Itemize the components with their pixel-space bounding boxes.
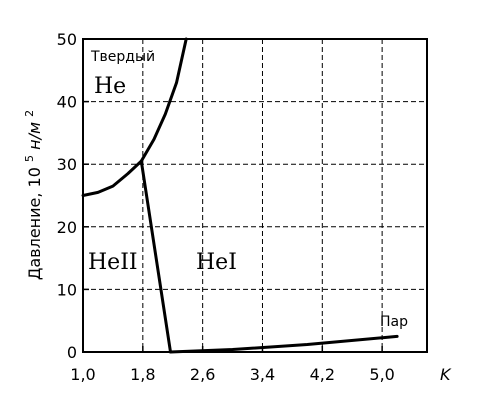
- x-axis-ticks: 1,0 1,8 2,6 3,4 4,2 5,0: [70, 346, 395, 384]
- x-tick-label: 2,6: [190, 365, 215, 384]
- y-tick-label: 40: [57, 93, 77, 112]
- region-label-vapor: Пар: [380, 314, 408, 330]
- region-label-solid-line1: Твердый: [90, 49, 155, 65]
- y-axis-title-exp: 5: [23, 155, 36, 162]
- region-label-he2: HeII: [88, 250, 138, 275]
- region-label-he1: HeI: [196, 250, 237, 275]
- y-axis-title-unit-exp: 2: [23, 110, 36, 117]
- x-axis-title: K: [440, 365, 452, 384]
- curve-vapor: [169, 334, 399, 354]
- y-axis-ticks: 0 10 20 30 40 50: [57, 30, 89, 362]
- grid-lines: [83, 39, 427, 352]
- y-tick-label: 0: [67, 343, 77, 362]
- x-tick-label: 1,0: [70, 365, 95, 384]
- x-tick-label: 4,2: [310, 365, 335, 384]
- x-tick-label: 5,0: [369, 365, 394, 384]
- region-label-solid-line2: He: [94, 74, 126, 99]
- curve-lambda: [139, 159, 172, 354]
- y-tick-label: 50: [57, 30, 77, 49]
- x-tick-label: 1,8: [130, 365, 155, 384]
- y-tick-label: 20: [57, 218, 77, 237]
- y-tick-label: 10: [57, 280, 77, 299]
- y-tick-label: 30: [57, 155, 77, 174]
- y-axis-title-main: Давление, 10: [25, 167, 44, 280]
- x-tick-label: 3,4: [250, 365, 275, 384]
- phase-curves: [81, 37, 399, 354]
- plot-frame: [82, 38, 428, 353]
- y-axis-title: Давление, 10 5 н/м 2: [18, 110, 44, 280]
- y-axis-title-unit: н/м: [25, 122, 44, 150]
